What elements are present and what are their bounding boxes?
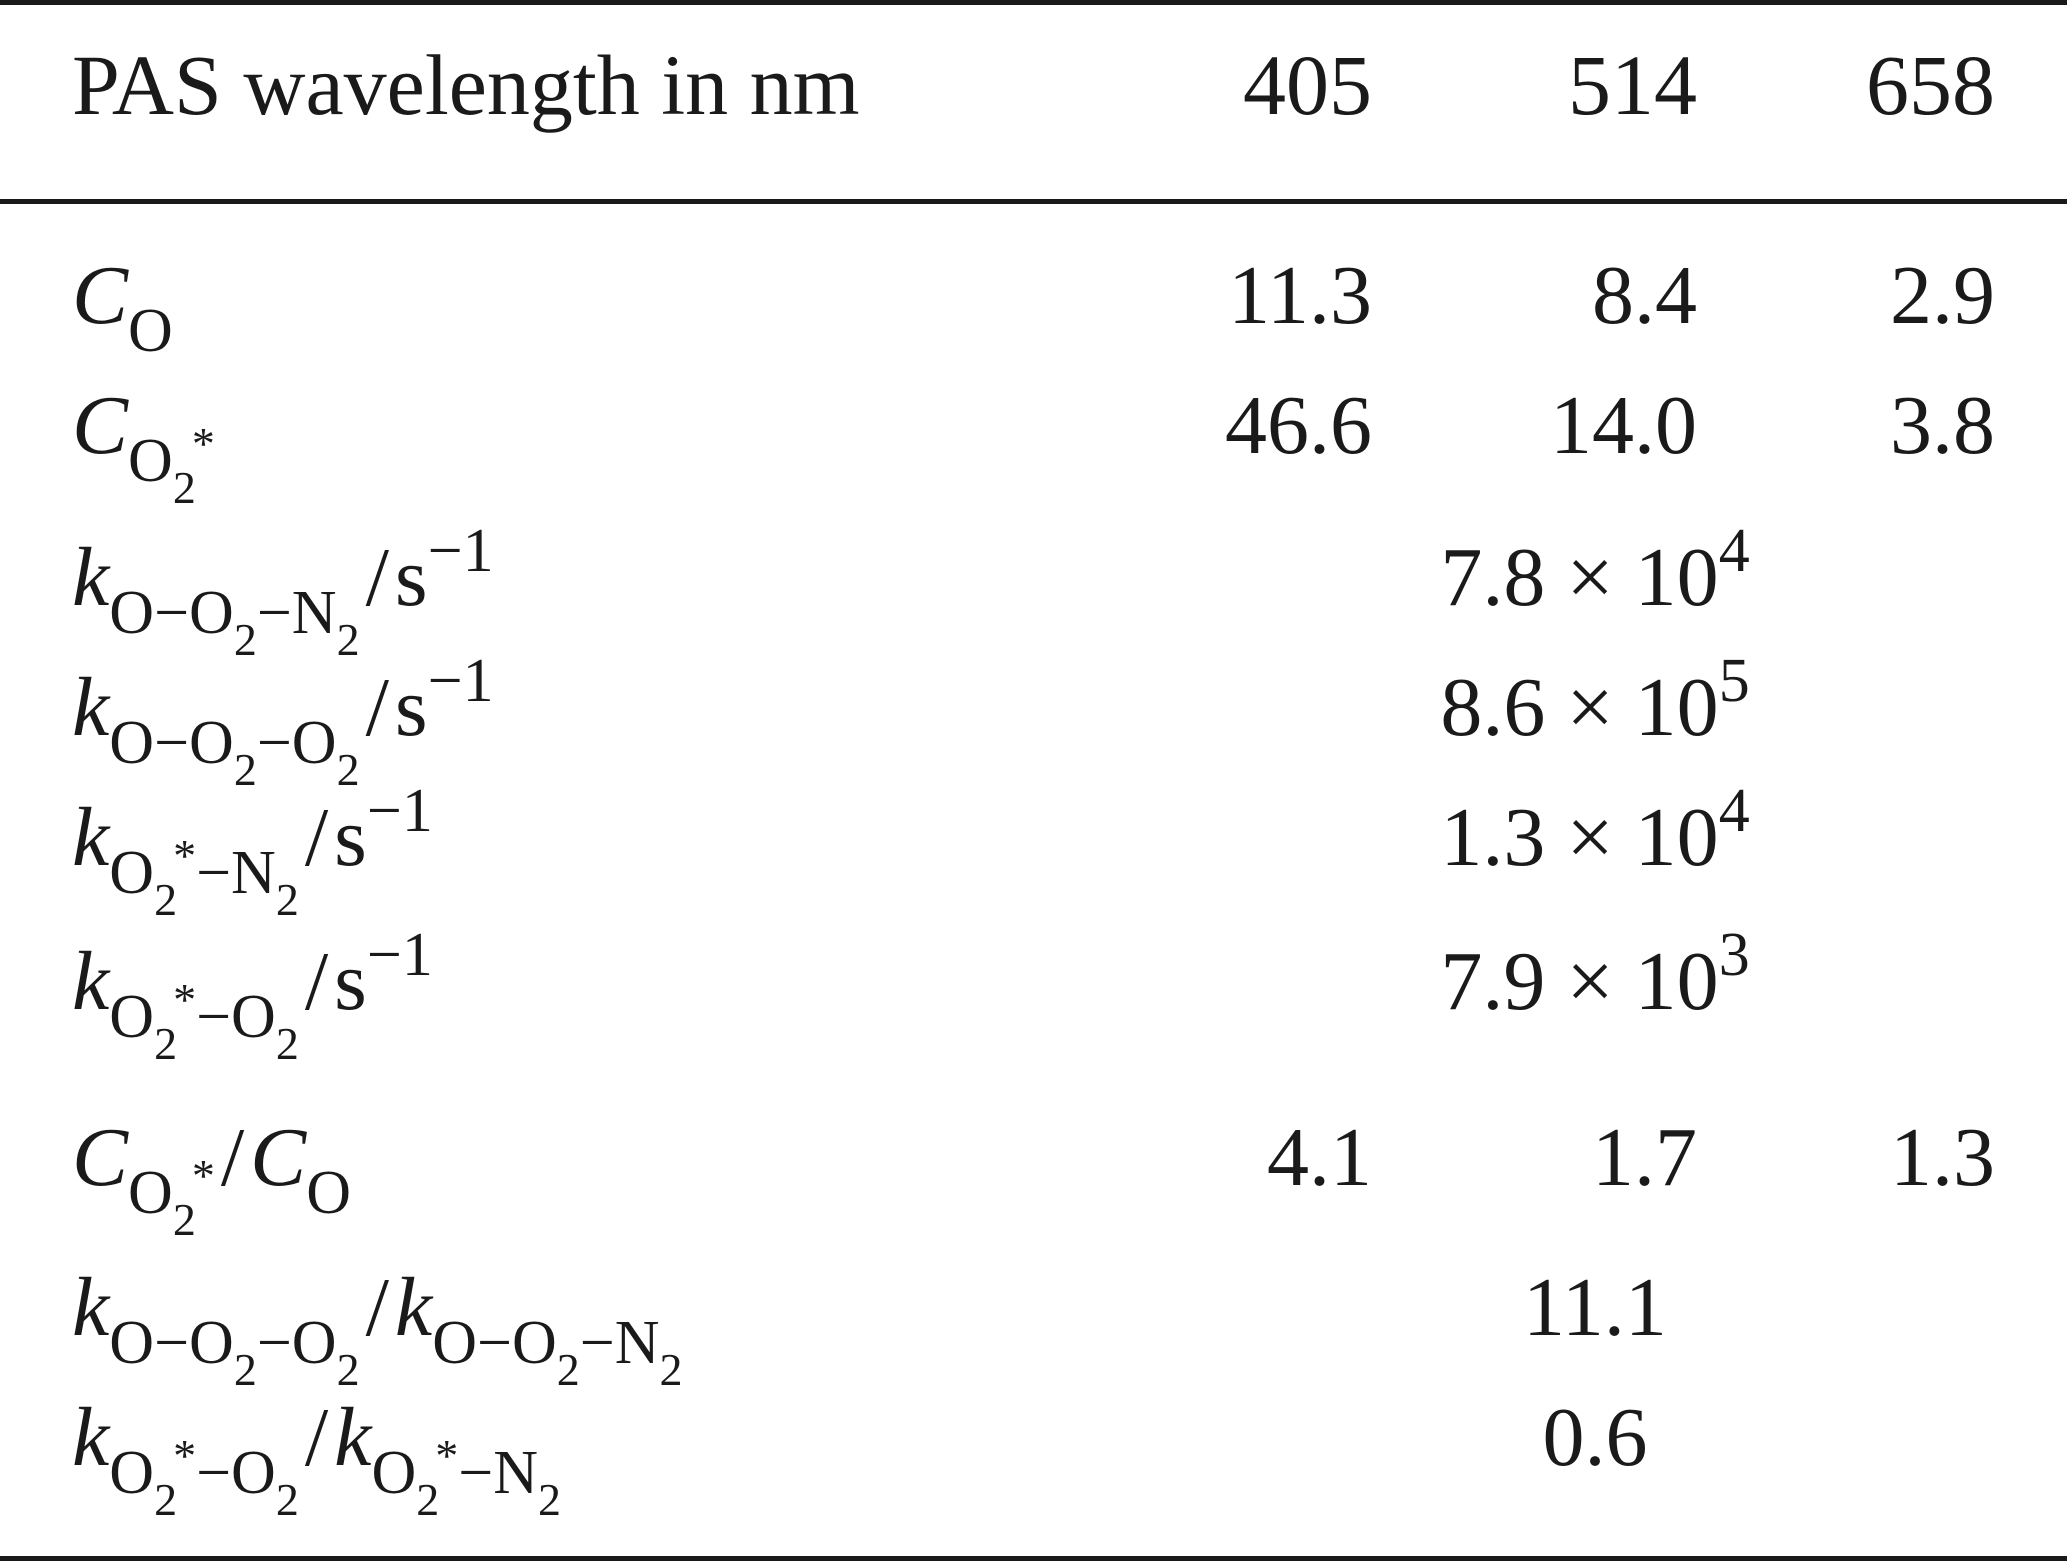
- header-col-514: 514: [1568, 37, 1697, 133]
- header-row: PAS wavelength in nm 405 514 658: [0, 42, 2067, 162]
- row-label: kO−O2−N2/s−1: [72, 517, 494, 665]
- row-label: kO−O2−O2/s−1: [72, 647, 494, 795]
- table-row: kO2*−O2/s−1 7.9 × 103: [0, 921, 2067, 1069]
- cell: 14.0: [1550, 379, 1697, 472]
- cell: 11.3: [1228, 249, 1372, 342]
- top-rule: [0, 0, 2067, 5]
- row-label: kO2*−N2/s−1: [72, 777, 433, 925]
- cell-spanning: 11.1: [1523, 1261, 1667, 1354]
- cell-spanning: 7.9 × 103: [1440, 921, 1750, 1028]
- table-row: kO−O2−O2/s−1 8.6 × 105: [0, 647, 2067, 795]
- cell-spanning: 7.8 × 104: [1440, 517, 1750, 624]
- cell-spanning: 1.3 × 104: [1440, 777, 1750, 884]
- header-label: PAS wavelength in nm: [72, 37, 860, 133]
- cell: 1.7: [1592, 1111, 1697, 1204]
- table-row: kO2*−N2/s−1 1.3 × 104: [0, 777, 2067, 925]
- cell: 2.9: [1890, 249, 1995, 342]
- table-row: kO2*−O2/kO2*−N2 0.6: [0, 1391, 2067, 1525]
- cell: 1.3: [1890, 1111, 1995, 1204]
- cell-spanning: 0.6: [1542, 1391, 1648, 1484]
- row-label: kO2*−O2/s−1: [72, 921, 433, 1069]
- table-row: CO2* 46.6 14.0 3.8: [0, 379, 2067, 513]
- row-label: kO−O2−O2/kO−O2−N2: [72, 1261, 683, 1395]
- table-row: CO2*/CO 4.1 1.7 1.3: [0, 1111, 2067, 1245]
- table-row: CO 11.3 8.4 2.9: [0, 254, 2067, 374]
- cell: 46.6: [1225, 379, 1372, 472]
- cell: 8.4: [1592, 249, 1697, 342]
- header-col-405: 405: [1243, 37, 1372, 133]
- row-label: CO2*/CO: [72, 1111, 351, 1245]
- header-rule: [0, 199, 2067, 204]
- row-label: CO2*: [72, 379, 215, 513]
- table-row: kO−O2−O2/kO−O2−N2 11.1: [0, 1261, 2067, 1395]
- cell: 4.1: [1267, 1111, 1372, 1204]
- bottom-rule: [0, 1556, 2067, 1561]
- cell-spanning: 8.6 × 105: [1440, 647, 1750, 754]
- header-col-658: 658: [1866, 37, 1995, 133]
- row-label: kO2*−O2/kO2*−N2: [72, 1391, 561, 1525]
- table-row: kO−O2−N2/s−1 7.8 × 104: [0, 517, 2067, 665]
- cell: 3.8: [1890, 379, 1995, 472]
- row-label: CO: [72, 249, 173, 365]
